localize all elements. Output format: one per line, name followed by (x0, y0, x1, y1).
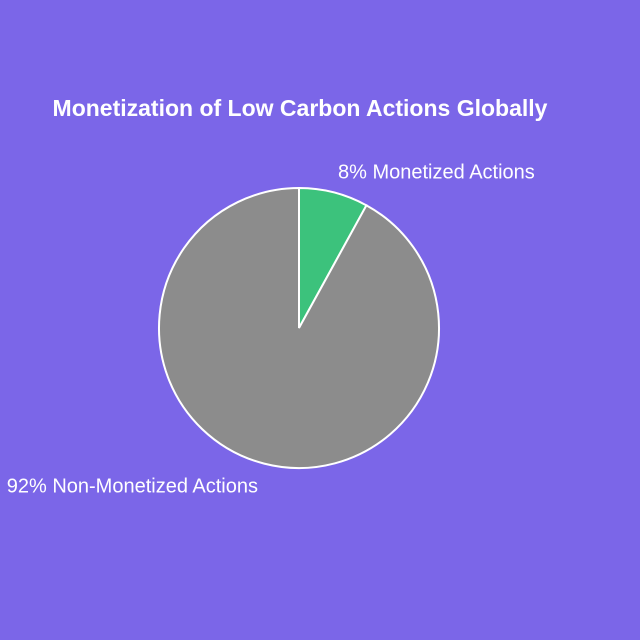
pie-slice (158, 186, 440, 469)
slice-label: 8% Monetized Actions (338, 161, 535, 183)
slice-label: 92% Non-Monetized Actions (7, 475, 258, 497)
chart-title: Monetization of Low Carbon Actions Globa… (53, 95, 548, 121)
